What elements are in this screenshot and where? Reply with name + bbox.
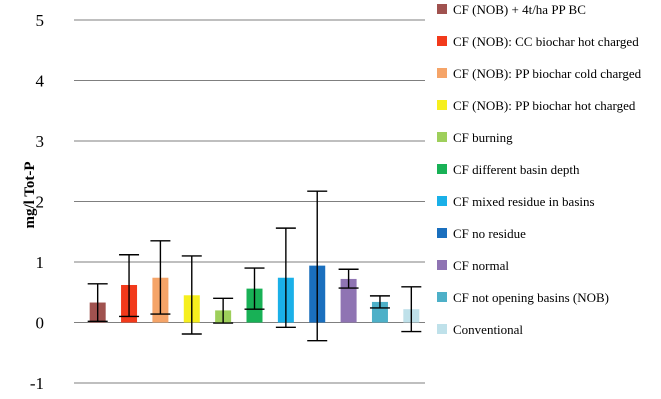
- legend-label: CF no residue: [453, 226, 526, 241]
- plot-area: -1 0 1 2 3 4 5: [30, 11, 425, 393]
- legend-label: CF different basin depth: [453, 162, 580, 177]
- legend-label: CF (NOB): PP biochar cold charged: [453, 66, 642, 81]
- legend-label: CF not opening basins (NOB): [453, 290, 609, 305]
- legend-swatch: [437, 100, 447, 110]
- legend-swatch: [437, 132, 447, 142]
- legend-label: Conventional: [453, 322, 523, 337]
- legend-swatch: [437, 4, 447, 14]
- y-tick-label: 0: [36, 314, 45, 333]
- y-tick-label: 4: [36, 72, 45, 91]
- legend-swatch: [437, 164, 447, 174]
- y-tick-label: 1: [36, 253, 45, 272]
- legend-label: CF (NOB): PP biochar hot charged: [453, 98, 636, 113]
- y-tick-label: 5: [36, 11, 45, 30]
- legend-label: CF (NOB) + 4t/ha PP BC: [453, 2, 586, 17]
- legend-swatch: [437, 292, 447, 302]
- legend-label: CF normal: [453, 258, 509, 273]
- legend-label: CF burning: [453, 130, 513, 145]
- legend-swatch: [437, 260, 447, 270]
- legend: CF (NOB) + 4t/ha PP BC CF (NOB): CC bioch…: [437, 2, 642, 337]
- bar: [371, 301, 388, 323]
- legend-swatch: [437, 324, 447, 334]
- y-tick-label: 2: [36, 193, 45, 212]
- legend-swatch: [437, 68, 447, 78]
- legend-swatch: [437, 36, 447, 46]
- y-tick-label: -1: [30, 374, 44, 393]
- error-bars: [87, 190, 422, 342]
- y-axis-label: mg/l Tot-P: [22, 161, 38, 228]
- legend-label: CF mixed residue in basins: [453, 194, 595, 209]
- y-axis-ticks: -1 0 1 2 3 4 5: [30, 11, 45, 393]
- legend-swatch: [437, 196, 447, 206]
- y-tick-label: 3: [36, 132, 45, 151]
- bar: [340, 278, 357, 323]
- legend-swatch: [437, 228, 447, 238]
- legend-label: CF (NOB): CC biochar hot charged: [453, 34, 639, 49]
- gridlines: [74, 19, 425, 384]
